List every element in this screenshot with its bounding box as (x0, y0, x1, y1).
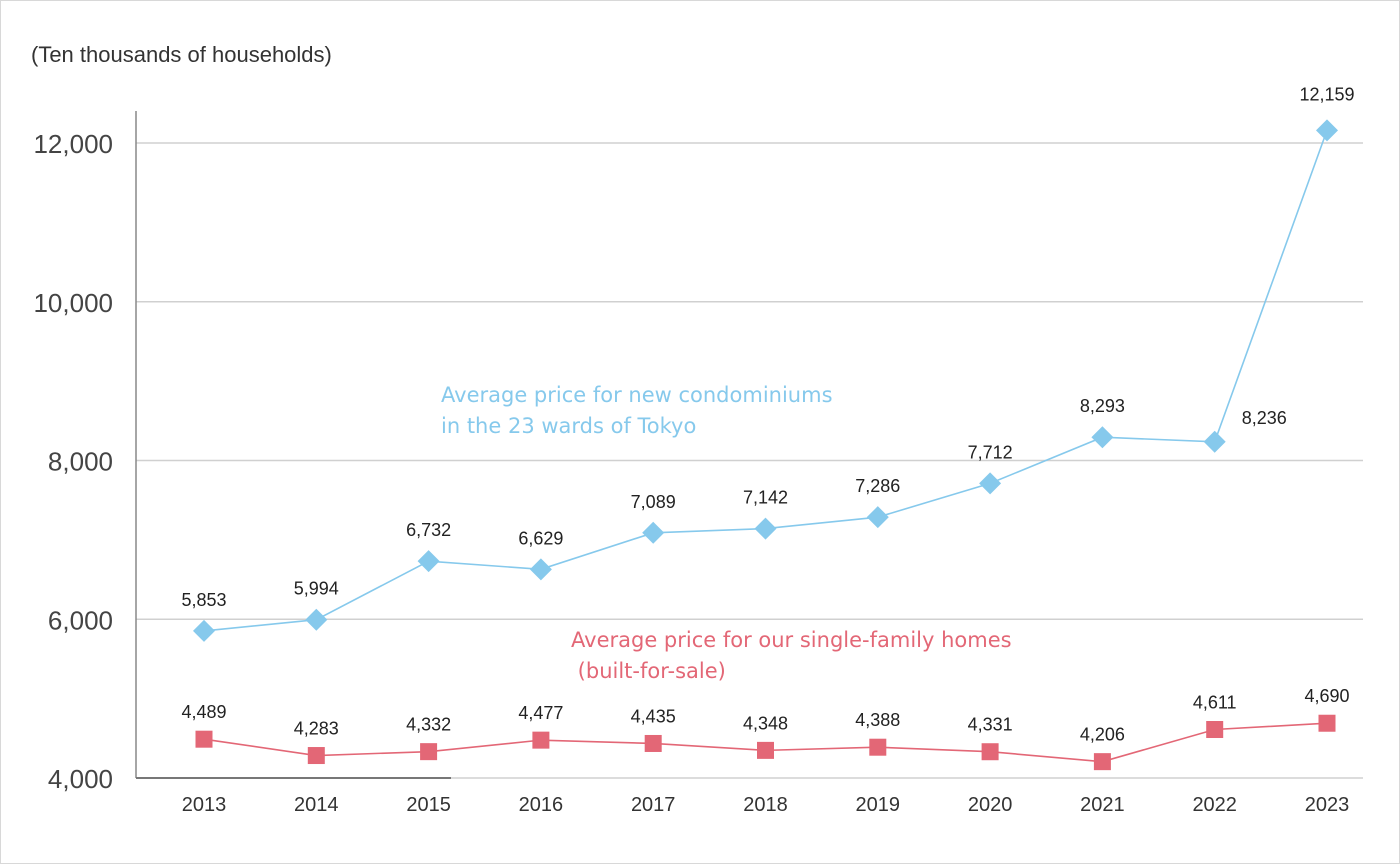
data-point (642, 521, 665, 544)
data-label: 4,435 (631, 706, 676, 726)
y-tick-label: 8,000 (48, 447, 113, 477)
condo-series: 5,853 5,994 6,732 6,629 7,089 7,142 7,286 7,712… (181, 84, 1355, 642)
data-label: 7,286 (855, 476, 900, 496)
data-label: 5,853 (181, 590, 226, 610)
data-point (1203, 430, 1226, 453)
x-tick-label: 2015 (406, 794, 451, 816)
x-tick-label: 2021 (1080, 794, 1125, 816)
x-tick-label: 2017 (631, 794, 676, 816)
data-label: 7,089 (631, 492, 676, 512)
condo-series-label: Average price for new condominiums in th… (441, 380, 833, 442)
data-point (529, 558, 552, 581)
data-label: 4,348 (743, 713, 788, 733)
data-label: 6,732 (406, 520, 451, 540)
x-tick-label: 2013 (182, 794, 227, 816)
data-point (307, 747, 325, 765)
unit-label: (Ten thousands of households) (31, 42, 332, 67)
data-point (981, 743, 999, 761)
data-point (1318, 714, 1336, 732)
x-tick-label: 2023 (1305, 794, 1350, 816)
data-label: 4,477 (518, 703, 563, 723)
x-tick-label: 2016 (519, 794, 564, 816)
data-point (1206, 721, 1224, 739)
homes-series-label-line: (built-for-sale) (571, 659, 726, 683)
x-tick-label: 2019 (856, 794, 901, 816)
x-tick-label: 2022 (1192, 794, 1237, 816)
data-point (193, 619, 215, 642)
data-point (869, 738, 887, 756)
data-label: 12,159 (1299, 84, 1354, 104)
data-point (532, 731, 550, 749)
data-point (1316, 119, 1338, 142)
x-tick-label: 2018 (743, 794, 788, 816)
data-label: 8,236 (1242, 408, 1287, 428)
data-point (757, 741, 774, 759)
x-axis: 2013 2014 2015 2016 2017 2018 2019 2020 2021 2022… (136, 777, 1350, 816)
homes-series: 4,489 4,283 4,332 4,477 4,435 4,348 4,388 4,331… (181, 686, 1350, 771)
series-group: 5,853 5,994 6,732 6,629 7,089 7,142 7,286 7,712… (181, 84, 1355, 771)
condo-series-label-line: in the 23 wards of Tokyo (441, 414, 697, 438)
data-label: 4,331 (968, 715, 1013, 735)
y-tick-label: 10,000 (33, 288, 113, 318)
data-point (644, 734, 662, 752)
data-label: 4,690 (1304, 686, 1349, 706)
x-tick-label: 2020 (968, 794, 1013, 816)
data-point (1093, 753, 1111, 771)
data-point (1091, 426, 1114, 449)
data-label: 7,142 (743, 488, 788, 508)
data-label: 4,332 (406, 715, 451, 735)
data-label: 6,629 (518, 528, 563, 548)
y-axis: 4,000 6,000 8,000 10,000 12,000 (33, 111, 137, 794)
y-tick-label: 4,000 (48, 764, 113, 794)
homes-series-label: Average price for our single-family home… (571, 625, 1012, 687)
condo-series-label-line: Average price for new condominiums (441, 383, 833, 407)
data-label: 4,283 (294, 719, 339, 739)
y-tick-label: 6,000 (48, 605, 113, 635)
data-label: 4,611 (1193, 693, 1237, 713)
data-label: 4,388 (855, 710, 900, 730)
data-label: 4,206 (1080, 725, 1125, 745)
y-tick-label: 12,000 (33, 129, 113, 159)
data-label: 8,293 (1080, 396, 1125, 416)
data-label: 7,712 (968, 442, 1013, 462)
data-point (979, 472, 1002, 495)
data-point (420, 743, 438, 761)
x-tick-label: 2014 (294, 794, 339, 816)
data-label: 4,489 (181, 702, 226, 722)
data-point (417, 550, 440, 573)
data-point (195, 730, 213, 748)
data-point (305, 608, 328, 631)
data-label: 5,994 (294, 579, 339, 599)
data-point (754, 517, 777, 540)
homes-series-label-line: Average price for our single-family home… (571, 628, 1012, 652)
data-point (866, 506, 889, 529)
